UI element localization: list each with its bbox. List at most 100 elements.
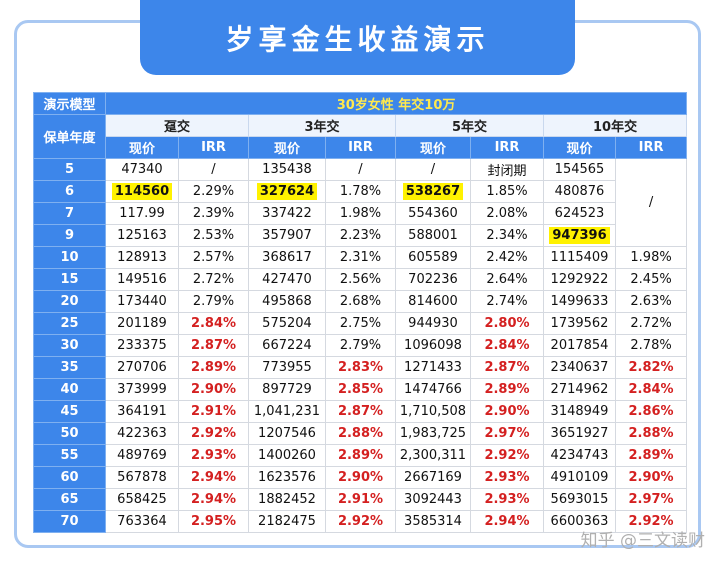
table-cell: 2.95%	[178, 510, 249, 533]
table-cell: 2.90%	[470, 400, 544, 423]
table-cell: 624523	[543, 202, 616, 225]
table-cell: 7	[33, 202, 106, 225]
table-cell: 2.31%	[325, 246, 396, 269]
table-cell: 47340	[105, 158, 179, 181]
table-cell: 173440	[105, 290, 179, 313]
table-cell: 2.88%	[614, 422, 688, 445]
table-row: 5 47340/135438// 封闭期 154565/	[33, 158, 688, 247]
table-row: 6 114560 2.29% 327624 1.78% 538267 1.85% 480876	[33, 180, 687, 203]
table-cell: 2.74%	[470, 290, 544, 313]
table-cell: 2714962	[543, 378, 616, 401]
table-cell: 现价	[543, 136, 616, 159]
table-cell: 702236	[395, 268, 471, 291]
table-cell: 3585314	[395, 510, 471, 533]
table-cell: 20	[33, 290, 106, 313]
table-cell: 2.90%	[178, 378, 249, 401]
table-cell: 演示模型	[33, 92, 106, 115]
table-cell: 2.86%	[614, 400, 688, 423]
table-cell: 5693015	[543, 488, 616, 511]
table-cell: 6	[33, 180, 106, 203]
table-cell: 128913	[105, 246, 179, 269]
table-cell: 2.87%	[470, 356, 544, 379]
table-cell: 368617	[248, 246, 326, 269]
table-cell: 2340637	[543, 356, 616, 379]
table-cell: 201189	[105, 312, 179, 335]
table-cell: 2.80%	[470, 312, 544, 335]
title: 岁享金生收益演示	[140, 0, 575, 75]
table-cell: 2.63%	[614, 290, 688, 313]
table-cell: 2.57%	[178, 246, 249, 269]
table-cell: 3年交	[248, 114, 396, 137]
table-row: 50 422363 2.92% 1207546 2.88% 1,983,725 2.97% 3…	[33, 422, 688, 445]
table-cell: 2.91%	[178, 400, 249, 423]
table-cell: 154565	[543, 158, 616, 181]
watermark: 知乎 @三文读财	[580, 531, 705, 551]
table-cell: 趸交	[105, 114, 249, 137]
table-cell: 25	[33, 312, 106, 335]
table-row: 65 658425 2.94% 1882452 2.91% 3092443 2.93% 569…	[33, 488, 688, 511]
table-cell: 4910109	[543, 466, 616, 489]
table-row: 10 128913 2.57% 368617 2.31% 605589 2.42% 11154…	[33, 246, 688, 269]
table-cell: 2.85%	[325, 378, 396, 401]
table-cell: 1474766	[395, 378, 471, 401]
table-cell: IRR	[470, 136, 544, 159]
table-cell: 373999	[105, 378, 179, 401]
table-row: 55 489769 2.93% 1400260 2.89% 2,300,311 2.92% 4…	[33, 444, 688, 467]
table-cell: 897729	[248, 378, 326, 401]
table-cell: 1,710,508	[395, 400, 471, 423]
table-cell: 1.98%	[325, 202, 396, 225]
table-cell: 2.92%	[178, 422, 249, 445]
table-cell: 70	[33, 510, 106, 533]
table-cell: 1292922	[543, 268, 616, 291]
table-cell: 1207546	[248, 422, 326, 445]
table-cell: 2.64%	[470, 268, 544, 291]
table-cell: 667224	[248, 334, 326, 357]
table-cell: 现价	[248, 136, 326, 159]
table-cell: 538267	[395, 180, 471, 203]
table-row: 保单年度 趸交 3年交 5年交 10年交	[33, 114, 688, 159]
table-cell: 658425	[105, 488, 179, 511]
table-cell: 5年交	[395, 114, 544, 137]
table-cell: 2.84%	[178, 312, 249, 335]
table-cell: 9	[33, 224, 106, 247]
table-cell: 45	[33, 400, 106, 423]
table-cell: 567878	[105, 466, 179, 489]
table-cell: 3148949	[543, 400, 616, 423]
table-cell: 2.23%	[325, 224, 396, 247]
table-row: 15 149516 2.72% 427470 2.56% 702236 2.64% 12929…	[33, 268, 688, 291]
table-cell: 2.56%	[325, 268, 396, 291]
table-cell: 2.92%	[470, 444, 544, 467]
table-cell: 2.88%	[325, 422, 396, 445]
table-cell: 2.84%	[470, 334, 544, 357]
table-cell: 2667169	[395, 466, 471, 489]
table-row: 35 270706 2.89% 773955 2.83% 1271433 2.87% 2340…	[33, 356, 688, 379]
table-cell: 480876	[543, 180, 616, 203]
table-cell: 现价	[395, 136, 471, 159]
table-cell: 2,300,311	[395, 444, 471, 467]
table-cell: 2.90%	[325, 466, 396, 489]
highlight: 114560	[111, 183, 173, 200]
table-cell: IRR	[178, 136, 249, 159]
table-cell: 2.90%	[614, 466, 688, 489]
table-cell: 65	[33, 488, 106, 511]
table-cell: 947396	[543, 224, 616, 247]
table-cell: /	[395, 158, 471, 181]
table: 演示模型 30岁女性 年交10万 保单年度 趸交 3年交 5年交 10年交 现价 IRR 现价 IR…	[33, 92, 688, 533]
table-cell: 2.75%	[325, 312, 396, 335]
highlight: 947396	[549, 227, 610, 244]
table-row: 25 201189 2.84% 575204 2.75% 944930 2.80% 17395…	[33, 312, 688, 335]
table-cell: 35	[33, 356, 106, 379]
table-cell: 保单年度	[33, 114, 106, 159]
table-cell: 427470	[248, 268, 326, 291]
table-cell: 2017854	[543, 334, 616, 357]
table-cell: 15	[33, 268, 106, 291]
table-cell: 125163	[105, 224, 179, 247]
highlight: 327624	[256, 183, 318, 200]
table-row: 60 567878 2.94% 1623576 2.90% 2667169 2.93% 491…	[33, 466, 688, 489]
table-cell: 605589	[395, 246, 471, 269]
table-cell: 814600	[395, 290, 471, 313]
table-cell: 233375	[105, 334, 179, 357]
table-row: 9 125163 2.53% 357907 2.23% 588001 2.34% 947396	[33, 224, 687, 247]
table-cell: 1.78%	[325, 180, 396, 203]
table-cell: IRR	[325, 136, 396, 159]
